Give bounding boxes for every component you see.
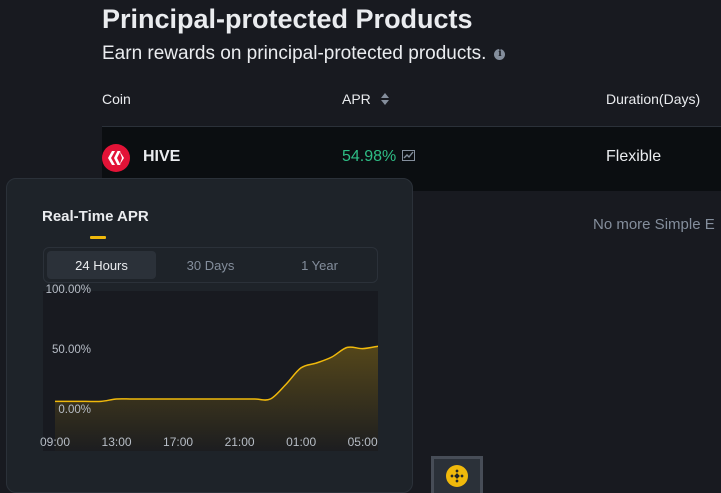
- bnb-icon-button[interactable]: [431, 456, 483, 493]
- x-tick-label: 21:00: [224, 435, 255, 449]
- apr-value-text: 54.98%: [342, 148, 397, 165]
- page-subtitle: Earn rewards on principal-protected prod…: [102, 43, 506, 65]
- apr-chart: [43, 291, 378, 451]
- apr-line: [55, 345, 378, 403]
- x-tick-label: 01:00: [286, 435, 317, 449]
- column-header-apr[interactable]: APR: [342, 91, 389, 107]
- y-tick-label: 50.00%: [51, 344, 91, 356]
- apr-chart-svg: [55, 345, 378, 451]
- x-tick-label: 13:00: [101, 435, 132, 449]
- column-header-apr-label: APR: [342, 91, 371, 107]
- hive-logo-icon: [102, 144, 130, 172]
- popup-title: Real-Time APR: [42, 208, 149, 225]
- x-tick-label: 05:00: [347, 435, 378, 449]
- empty-message: No more Simple E: [593, 216, 715, 233]
- chart-icon[interactable]: [402, 148, 416, 166]
- apr-value: 54.98%: [342, 148, 416, 166]
- y-tick-label: 0.00%: [58, 404, 91, 416]
- subtitle-text: Earn rewards on principal-protected prod…: [102, 43, 487, 64]
- title-underline: [90, 236, 106, 239]
- info-icon[interactable]: i: [494, 48, 506, 60]
- duration-value: Flexible: [606, 148, 662, 165]
- coin-name: HIVE: [143, 148, 181, 165]
- sort-icon[interactable]: [380, 93, 389, 105]
- page-title: Principal-protected Products: [102, 4, 473, 34]
- tab-30-days[interactable]: 30 Days: [186, 257, 235, 273]
- tab-1-year[interactable]: 1 Year: [301, 257, 338, 273]
- tab-24-hours[interactable]: 24 Hours: [47, 251, 156, 279]
- realtime-apr-popup: Real-Time APR 24 Hours 30 Days 1 Year 0.…: [6, 178, 413, 493]
- x-tick-label: 17:00: [163, 435, 194, 449]
- x-tick-label: 09:00: [40, 435, 71, 449]
- column-header-coin: Coin: [102, 91, 131, 107]
- bnb-icon: [446, 465, 468, 487]
- apr-area: [55, 346, 378, 451]
- y-tick-label: 100.00%: [45, 284, 91, 296]
- column-header-duration: Duration(Days): [606, 91, 701, 107]
- period-tabs: 24 Hours 30 Days 1 Year: [43, 247, 378, 283]
